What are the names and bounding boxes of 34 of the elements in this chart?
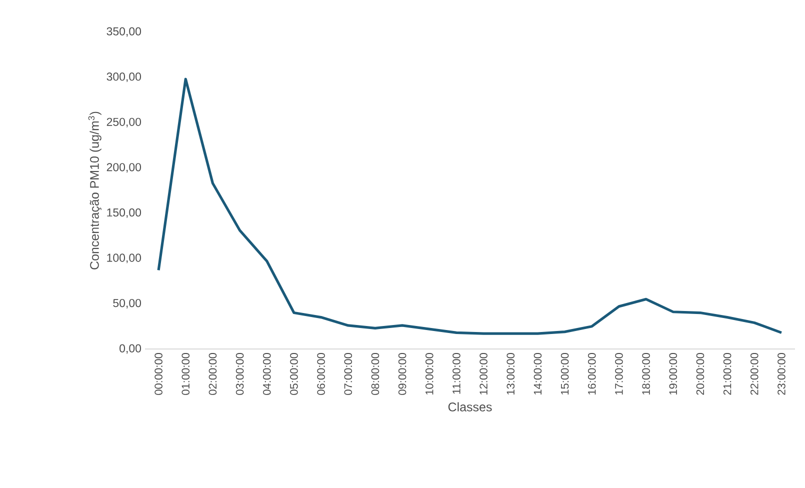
x-tick-label: 04:00:00 (262, 352, 271, 395)
x-tick-label: 18:00:00 (642, 352, 650, 395)
x-tick-label: 13:00:00 (506, 352, 515, 395)
y-tick-label: 100,00 (107, 254, 142, 264)
y-axis-title: Concentração PM10 (ug/m$^{3}$) (88, 112, 102, 270)
x-tick-label: 03:00:00 (236, 352, 244, 395)
x-tick-label: 08:00:00 (371, 352, 380, 395)
x-tick-label: 10:00:00 (425, 352, 434, 395)
x-tick-label: 21:00:00 (723, 352, 732, 395)
x-axis-title: Classes (448, 402, 492, 412)
x-tick-label: 17:00:00 (615, 352, 623, 395)
y-tick-label: 50,00 (113, 298, 142, 308)
x-tick-label: 11:00:00 (452, 352, 460, 394)
x-tick-label: 00:00:00 (154, 352, 162, 395)
x-tick-label: 19:00:00 (669, 352, 678, 395)
x-tick-label: 07:00:00 (344, 352, 352, 395)
x-tick-label: 09:00:00 (398, 352, 406, 395)
x-tick-label: 06:00:00 (317, 352, 325, 395)
x-tick-label: 02:00:00 (208, 352, 217, 395)
y-tick-label: 150,00 (107, 208, 142, 218)
y-tick-label: 200,00 (106, 163, 142, 173)
x-tick-label: 05:00:00 (290, 352, 298, 395)
x-tick-label: 23:00:00 (778, 352, 786, 395)
x-tick-label: 20:00:00 (696, 352, 704, 395)
x-tick-label: 14:00:00 (534, 352, 542, 395)
x-tick-label: 01:00:00 (182, 352, 190, 395)
y-tick-label: 0,00 (120, 344, 142, 354)
x-tick-label: 12:00:00 (480, 352, 488, 395)
x-tick-label: 22:00:00 (750, 352, 758, 395)
y-tick-label: 350,00 (106, 27, 142, 37)
x-tick-label: 16:00:00 (588, 352, 596, 395)
y-tick-label: 250,00 (106, 118, 142, 128)
x-tick-label: 15:00:00 (560, 352, 569, 395)
y-tick-label: 300,00 (106, 72, 142, 82)
